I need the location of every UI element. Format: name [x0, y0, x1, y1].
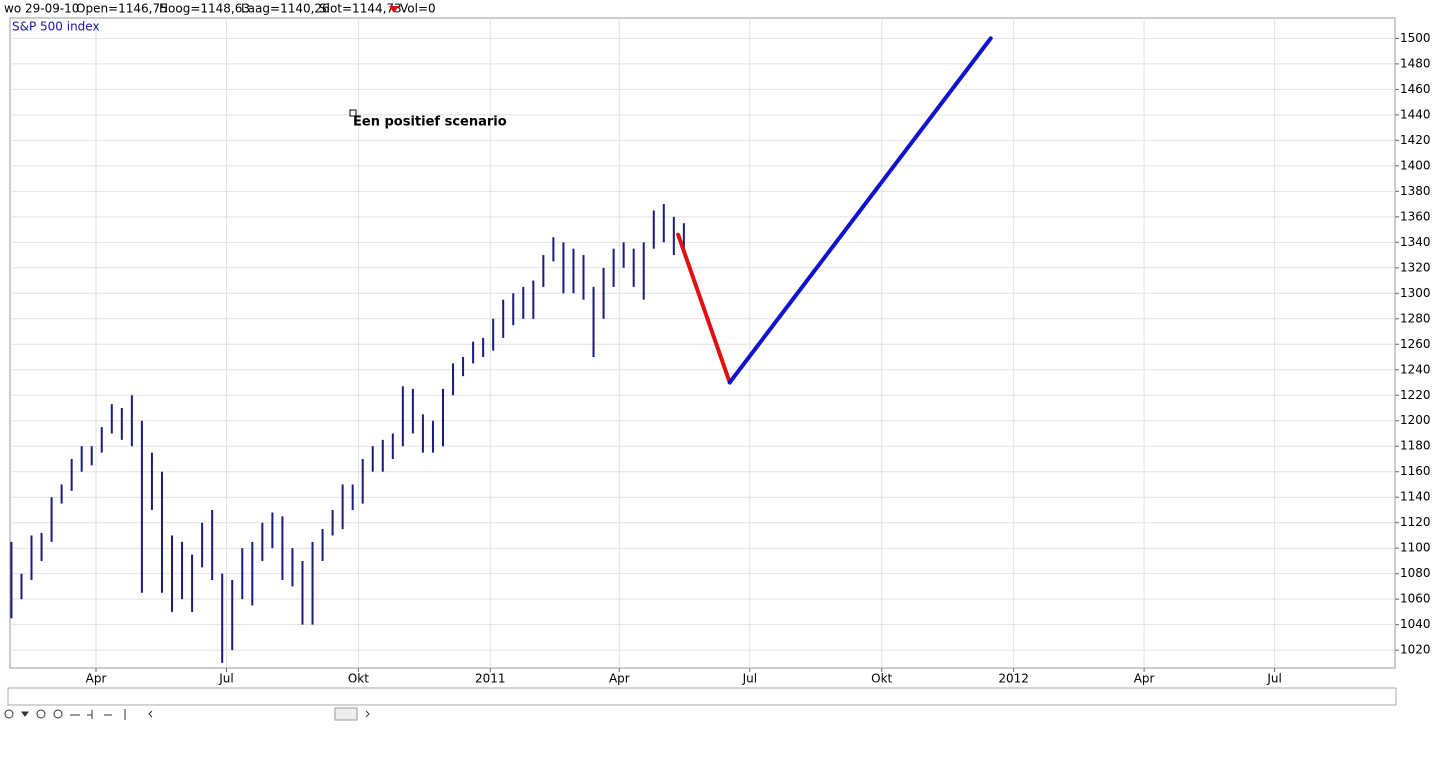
x-tick-label: 2011	[475, 672, 506, 686]
scroll-left[interactable]	[148, 710, 153, 718]
y-tick-label: 1480	[1400, 56, 1431, 70]
zoom-out[interactable]	[53, 709, 63, 719]
header-volume: Vol=0	[400, 2, 436, 16]
y-tick-label: 1160	[1400, 464, 1431, 478]
y-tick-label: 1060	[1400, 592, 1431, 606]
header-bar	[0, 0, 1456, 18]
y-tick-label: 1220	[1400, 388, 1431, 402]
nav-icons[interactable]	[70, 709, 126, 720]
x-tick-label: Jul	[1266, 672, 1281, 686]
zoom-icon[interactable]	[4, 709, 14, 719]
y-tick-label: 1260	[1400, 337, 1431, 351]
y-tick-label: 1300	[1400, 286, 1431, 300]
y-tick-label: 1120	[1400, 515, 1431, 529]
y-tick-label: 1420	[1400, 133, 1431, 147]
x-tick-label: Apr	[1134, 672, 1155, 686]
y-tick-label: 1280	[1400, 311, 1431, 325]
plot-area	[9, 17, 1396, 669]
x-tick-label: Jul	[742, 672, 757, 686]
y-tick-label: 1380	[1400, 184, 1431, 198]
header-low: Laag=1140,26	[241, 2, 330, 16]
header-date: wo 29-09-10	[4, 2, 79, 16]
x-tick-label: Okt	[871, 672, 892, 686]
zoom-in[interactable]	[36, 709, 46, 719]
annotation: Een positief scenario	[353, 115, 507, 130]
y-tick-label: 1200	[1400, 413, 1431, 427]
x-tick-label: Apr	[86, 672, 107, 686]
y-tick-label: 1360	[1400, 209, 1431, 223]
x-tick-label: 2012	[998, 672, 1029, 686]
y-tick-label: 1340	[1400, 235, 1431, 249]
zoom-menu[interactable]	[21, 711, 29, 717]
y-tick-label: 1440	[1400, 107, 1431, 121]
scenario-line	[676, 232, 732, 385]
y-tick-label: 1100	[1400, 541, 1431, 555]
toolbar	[4, 707, 370, 721]
x-tick-label: Jul	[218, 672, 233, 686]
scroll-thumb[interactable]	[334, 707, 358, 721]
y-tick-label: 1500	[1400, 31, 1431, 45]
y-tick-label: 1240	[1400, 362, 1431, 376]
annotation-handle	[349, 109, 357, 117]
scroll-right[interactable]	[365, 710, 370, 718]
header-high: Hoog=1148,63	[159, 2, 250, 16]
y-tick-label: 1040	[1400, 617, 1431, 631]
x-tick-label: Apr	[609, 672, 630, 686]
y-tick-label: 1460	[1400, 82, 1431, 96]
scenario-line	[727, 36, 993, 385]
down-arrow	[389, 6, 399, 13]
y-tick-label: 1140	[1400, 490, 1431, 504]
scroll-track	[7, 687, 1397, 706]
header-close: Slot=1144,73	[319, 2, 402, 16]
y-tick-label: 1400	[1400, 158, 1431, 172]
x-tick-label: Okt	[348, 672, 369, 686]
y-tick-label: 1020	[1400, 643, 1431, 657]
y-tick-label: 1080	[1400, 566, 1431, 580]
header-open: Open=1146,75	[76, 2, 168, 16]
y-tick-label: 1180	[1400, 439, 1431, 453]
y-tick-label: 1320	[1400, 260, 1431, 274]
chart-title: S&P 500 index	[12, 20, 100, 34]
